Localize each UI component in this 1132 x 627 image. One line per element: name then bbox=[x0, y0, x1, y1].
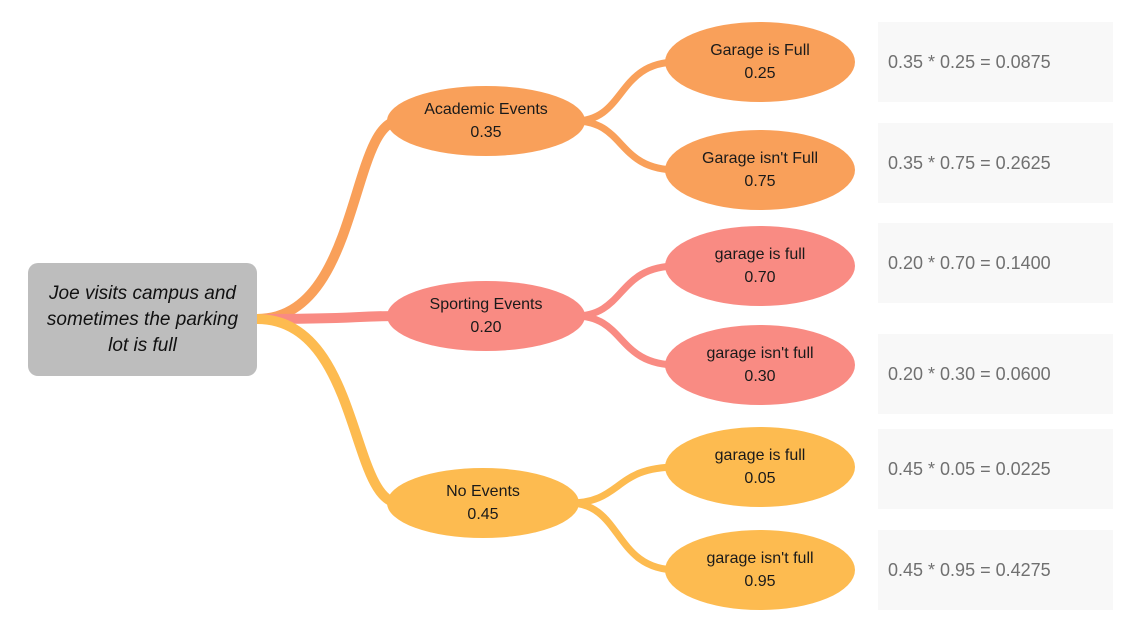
leaf-node-label: Garage is Full bbox=[710, 42, 810, 59]
branch-node-label: Sporting Events bbox=[429, 296, 543, 313]
calculation-box: 0.35 * 0.25 = 0.0875 bbox=[878, 22, 1113, 102]
calculation-text: 0.45 * 0.95 = 0.4275 bbox=[888, 559, 1051, 580]
connector-branch-1-leaf-1 bbox=[571, 312, 681, 369]
root-label: Joe visits campus and sometimes the park… bbox=[46, 282, 239, 356]
branch-node-probability: 0.45 bbox=[467, 506, 499, 523]
connector-branch-1-leaf-0 bbox=[571, 262, 681, 320]
connector-root-branch-0 bbox=[252, 116, 404, 324]
branch-node-label: No Events bbox=[446, 483, 520, 500]
leaf-node: garage is full 0.05 bbox=[665, 427, 855, 507]
calculation-text: 0.35 * 0.25 = 0.0875 bbox=[888, 51, 1051, 72]
leaf-node-label: garage isn't full bbox=[706, 345, 814, 362]
calculation-box: 0.20 * 0.30 = 0.0600 bbox=[878, 334, 1113, 414]
leaf-node-probability: 0.95 bbox=[744, 573, 776, 590]
calculation-box: 0.20 * 0.70 = 0.1400 bbox=[878, 223, 1113, 303]
calculation-text: 0.35 * 0.75 = 0.2625 bbox=[888, 152, 1051, 173]
branch-node-label: Academic Events bbox=[424, 101, 548, 118]
connector-branch-0-leaf-0 bbox=[571, 58, 681, 125]
leaf-node-label: Garage isn't Full bbox=[702, 150, 818, 167]
root-node: Joe visits campus and sometimes the park… bbox=[28, 263, 257, 376]
branch-node-probability: 0.20 bbox=[470, 319, 502, 336]
calculation-box: 0.45 * 0.05 = 0.0225 bbox=[878, 429, 1113, 509]
connector-root-branch-1 bbox=[252, 311, 404, 324]
leaf-node: garage is full 0.70 bbox=[665, 226, 855, 306]
branch-node: Sporting Events 0.20 bbox=[387, 281, 585, 351]
leaf-node-probability: 0.05 bbox=[744, 470, 776, 487]
leaf-node-probability: 0.25 bbox=[744, 65, 776, 82]
leaf-node-probability: 0.30 bbox=[744, 368, 776, 385]
leaf-node-label: garage is full bbox=[714, 447, 806, 464]
leaf-node-probability: 0.75 bbox=[744, 173, 776, 190]
calculation-box: 0.45 * 0.95 = 0.4275 bbox=[878, 530, 1113, 610]
leaf-node: Garage isn't Full 0.75 bbox=[665, 130, 855, 210]
connector-root-branch-2 bbox=[252, 314, 404, 508]
leaf-node-probability: 0.70 bbox=[744, 269, 776, 286]
branch-node: Academic Events 0.35 bbox=[387, 86, 585, 156]
leaf-node: garage isn't full 0.95 bbox=[665, 530, 855, 610]
leaf-node-label: garage is full bbox=[714, 246, 806, 263]
connector-branch-0-leaf-1 bbox=[571, 117, 681, 174]
connector-branch-2-leaf-0 bbox=[565, 463, 681, 507]
leaf-node: Garage is Full 0.25 bbox=[665, 22, 855, 102]
leaf-node: garage isn't full 0.30 bbox=[665, 325, 855, 405]
calculation-text: 0.45 * 0.05 = 0.0225 bbox=[888, 458, 1051, 479]
connector-branch-2-leaf-1 bbox=[565, 499, 681, 574]
branch-node-probability: 0.35 bbox=[470, 124, 502, 141]
branch-node: No Events 0.45 bbox=[387, 468, 579, 538]
calculation-box: 0.35 * 0.75 = 0.2625 bbox=[878, 123, 1113, 203]
leaf-node-label: garage isn't full bbox=[706, 550, 814, 567]
calculation-text: 0.20 * 0.70 = 0.1400 bbox=[888, 252, 1051, 273]
calculation-text: 0.20 * 0.30 = 0.0600 bbox=[888, 363, 1051, 384]
